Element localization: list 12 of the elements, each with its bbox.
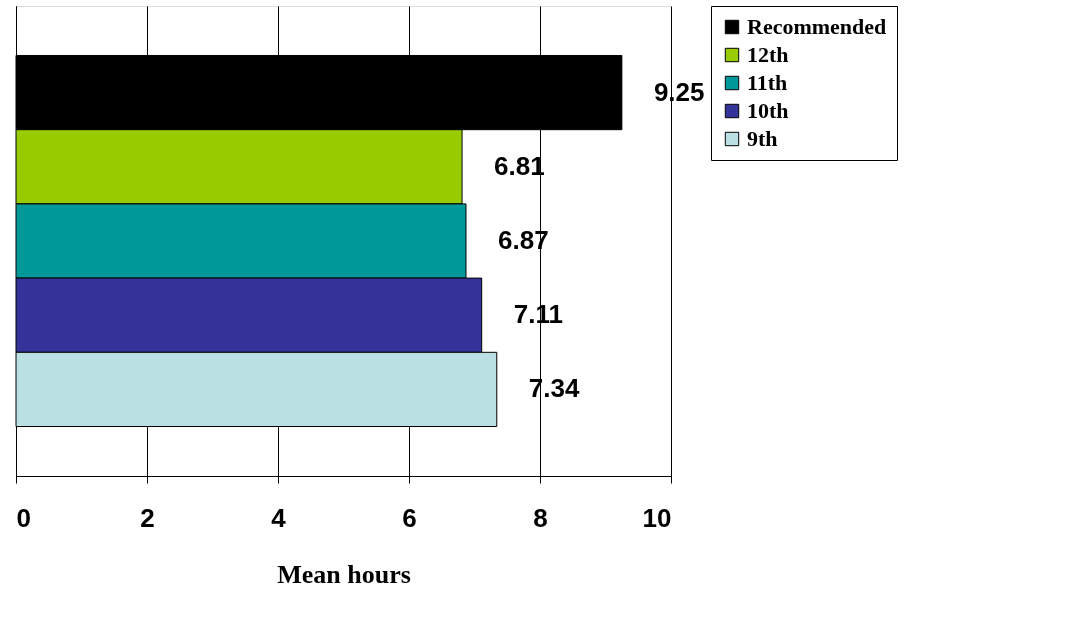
x-tick-label: 4 [271,502,287,533]
x-tick-label: 10 [642,502,672,533]
x-tick-label: 0 [16,502,31,533]
legend-label: 10th [747,98,789,123]
x-tick-label: 2 [140,502,155,533]
legend-label: Recommended [747,14,887,39]
x-tick-label: 8 [533,502,548,533]
x-axis-title: Mean hours [277,559,411,589]
legend-label: 11th [747,70,788,95]
legend-label: 12th [747,42,789,67]
legend-label: 9th [747,126,778,151]
x-tick-label: 6 [402,502,417,533]
